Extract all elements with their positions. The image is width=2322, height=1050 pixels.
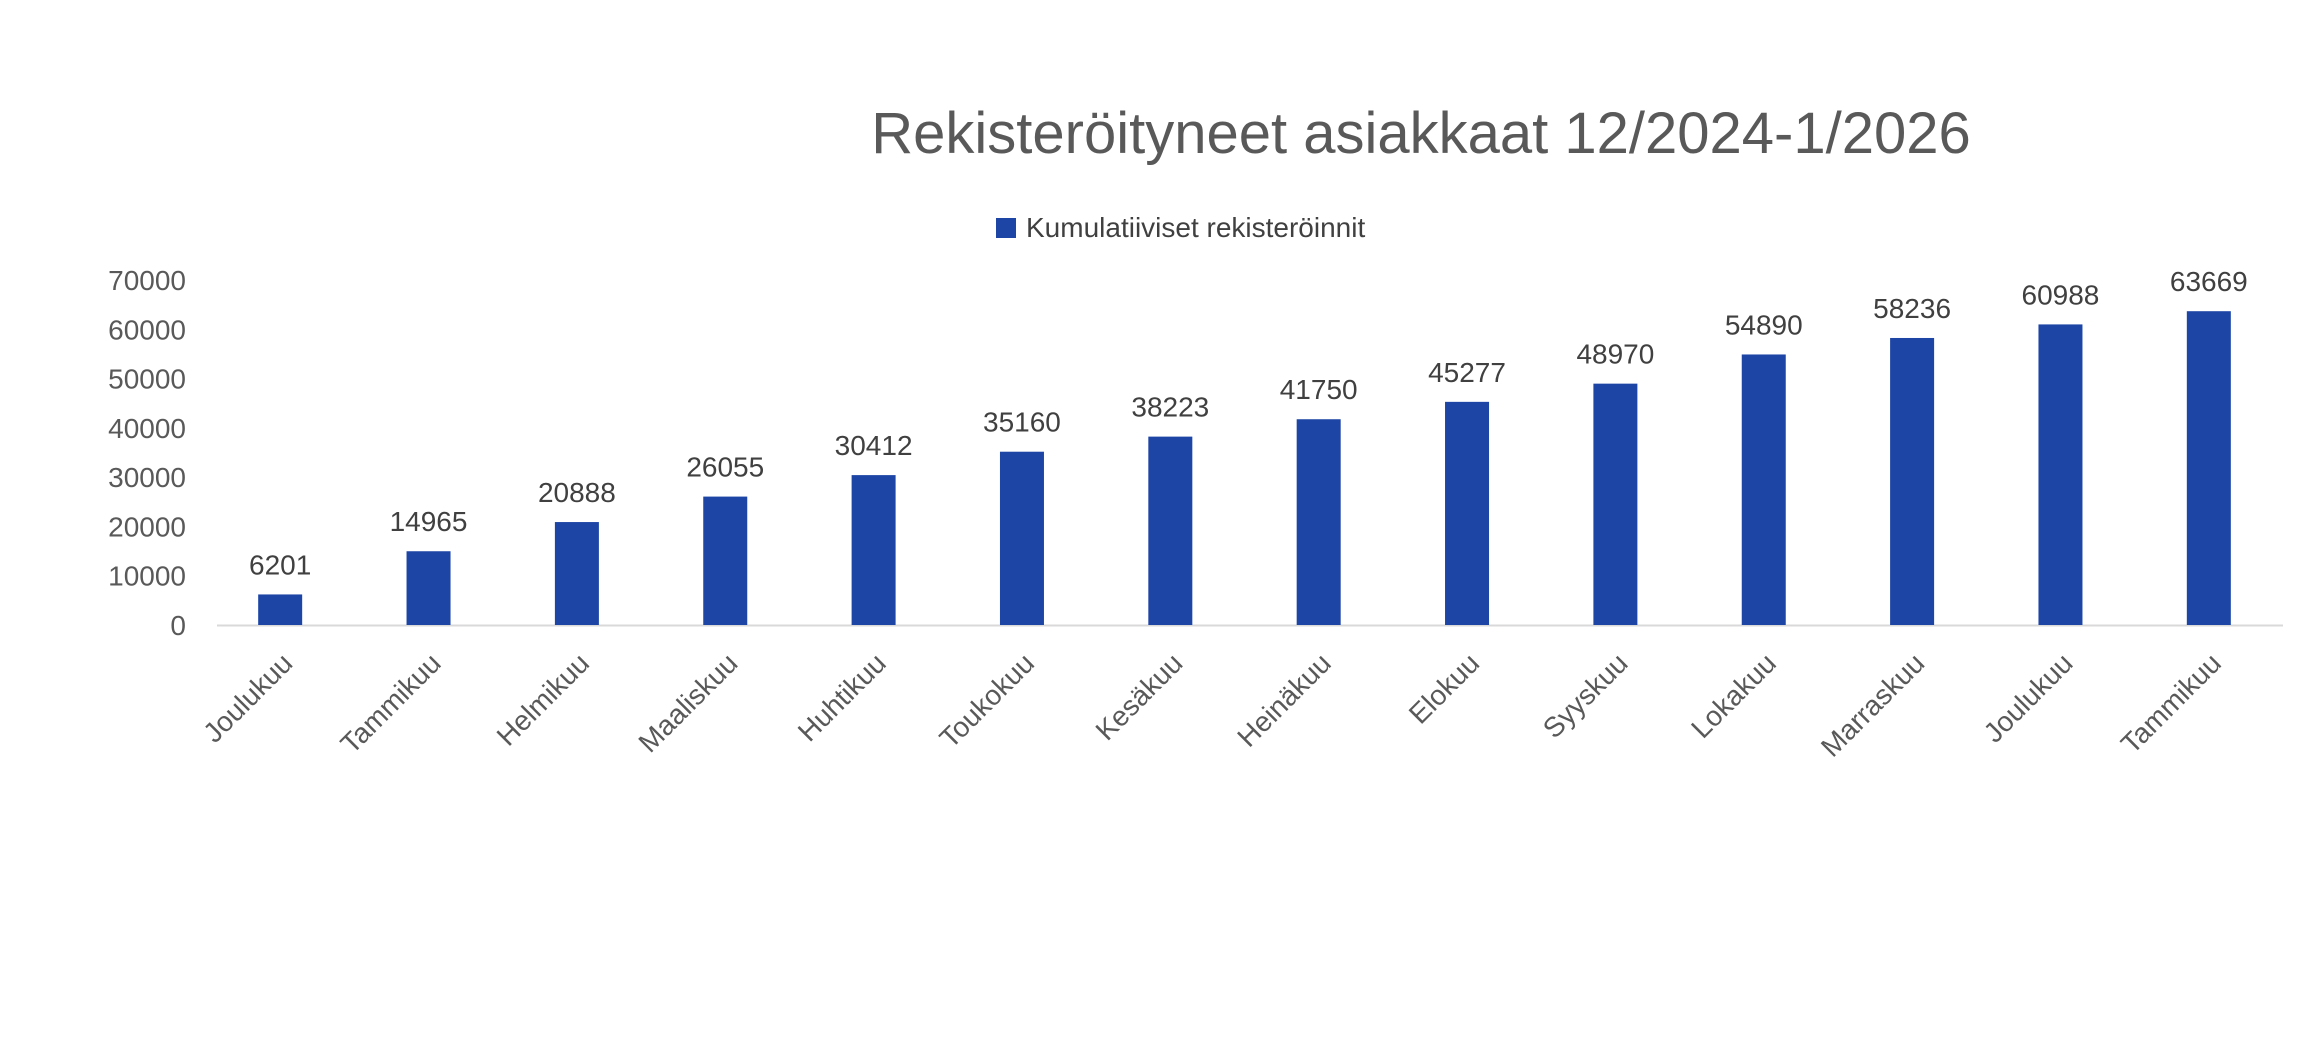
y-tick-label: 0 [170,610,186,641]
data-label: 41750 [1280,374,1358,405]
bar [1445,401,1490,625]
legend-swatch [996,218,1016,238]
x-tick-label: Huhtikuu [792,647,892,747]
data-label: 20888 [538,477,616,508]
y-tick-label: 60000 [108,314,186,345]
bar [2038,324,2083,625]
x-tick-label: Maaliskuu [632,647,743,758]
bar [554,522,599,625]
data-label: 63669 [2170,266,2248,297]
bar [851,475,896,625]
y-tick-label: 30000 [108,462,186,493]
data-label: 30412 [835,430,913,461]
y-tick-label: 40000 [108,413,186,444]
bar [703,496,748,625]
data-label: 60988 [2022,279,2100,310]
bar [1296,419,1341,625]
x-tick-label: Toukokuu [934,647,1041,754]
bar [999,451,1044,625]
x-tick-label: Heinäkuu [1231,647,1337,753]
y-tick-label: 70000 [108,265,186,296]
y-tick-label: 50000 [108,364,186,395]
x-tick-label: Kesäkuu [1090,647,1189,746]
x-tick-label: Tammikuu [2115,647,2227,759]
x-tick-label: Elokuu [1403,647,1485,729]
data-label: 54890 [1725,309,1803,340]
bar [1890,337,1935,625]
x-tick-label: Lokakuu [1685,647,1782,744]
x-tick-label: Helmikuu [491,647,595,751]
x-tick-label: Joulukuu [1978,647,2079,748]
data-label: 35160 [983,407,1061,438]
chart-title: Rekisteröityneet asiakkaat 12/2024-1/202… [871,101,1971,166]
data-label: 45277 [1428,357,1506,388]
bar [1593,383,1638,625]
legend-label: Kumulatiiviset rekisteröinnit [1026,212,1366,243]
bar [258,594,303,625]
data-label: 48970 [1576,339,1654,370]
y-tick-label: 20000 [108,511,186,542]
bar [406,551,451,625]
legend: Kumulatiiviset rekisteröinnit [996,212,1365,244]
bar [1148,436,1193,625]
x-tick-label: Marraskuu [1815,647,1930,762]
data-label: 58236 [1873,293,1951,324]
data-label: 6201 [249,549,311,580]
bar [2186,311,2231,625]
data-label: 26055 [686,452,764,483]
data-label: 38223 [1131,392,1209,423]
y-tick-label: 10000 [108,561,186,592]
x-tick-label: Tammikuu [335,647,447,759]
data-label: 14965 [390,506,468,537]
x-tick-label: Joulukuu [197,647,298,748]
bar [1741,354,1786,625]
x-tick-label: Syyskuu [1537,647,1634,744]
